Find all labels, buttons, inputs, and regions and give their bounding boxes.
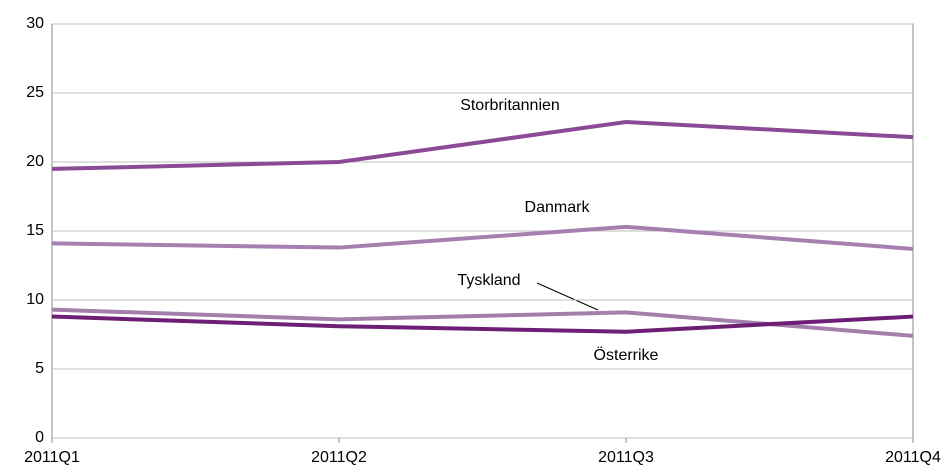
y-tick-label: 25 [26,84,44,101]
x-tick-label: 2011Q1 [24,449,80,466]
y-tick-label: 0 [35,429,44,446]
y-tick-label: 20 [26,153,44,170]
series-line [51,119,914,171]
series-label: Österrike [594,346,659,364]
x-tick-label: 2011Q3 [598,449,654,466]
y-tick-label: 30 [26,15,44,32]
series-line [51,314,914,334]
y-tick-label: 15 [26,222,44,239]
series-label: Danmark [525,199,591,216]
series-label: Storbritannien [460,97,560,114]
leader-line [536,282,599,311]
x-tick-label: 2011Q4 [885,449,941,466]
series-label: Tyskland [457,272,520,289]
y-tick-label: 5 [35,360,44,377]
x-tick-label: 2011Q2 [311,449,367,466]
y-tick-label: 10 [26,291,44,308]
series-line [51,224,914,251]
